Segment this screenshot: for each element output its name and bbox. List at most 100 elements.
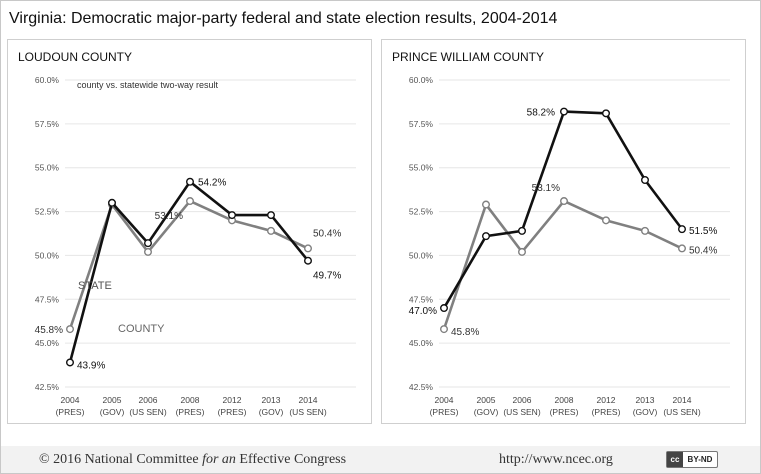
data-label: 43.9% xyxy=(77,360,105,371)
county-data-point xyxy=(641,175,650,184)
prince-william-county-chart: PRINCE WILLIAM COUNTY 42.5% 45.0% 47.5% 50.0… xyxy=(392,50,730,417)
copyright-italic: for an xyxy=(202,452,236,467)
x-tick-label: 2004 xyxy=(61,395,80,405)
x-tick-label: (PRES) xyxy=(592,407,621,417)
x-tick-label: 2006 xyxy=(139,395,158,405)
y-tick-label: 60.0% xyxy=(409,75,434,85)
y-tick-label: 55.0% xyxy=(35,163,60,173)
figure-title: Virginia: Democratic major-party federal… xyxy=(9,10,558,27)
county-series-label: COUNTY xyxy=(118,323,165,335)
x-tick-label: (US SEN) xyxy=(503,407,540,417)
county-data-point xyxy=(143,239,152,248)
data-label: 49.7% xyxy=(313,271,341,282)
state-data-point xyxy=(304,244,313,253)
x-tick-label: 2013 xyxy=(262,395,281,405)
data-label: 50.4% xyxy=(313,228,341,239)
state-data-point xyxy=(440,325,449,334)
county-data-point xyxy=(185,177,194,186)
x-tick-label: (US SEN) xyxy=(663,407,700,417)
y-tick-label: 60.0% xyxy=(35,75,60,85)
county-data-point xyxy=(227,211,236,220)
x-tick-label: (PRES) xyxy=(56,407,85,417)
y-tick-label: 52.5% xyxy=(35,207,60,217)
county-data-point xyxy=(440,304,449,313)
x-tick-label: (PRES) xyxy=(550,407,579,417)
x-tick-label: (GOV) xyxy=(474,407,499,417)
gridlines xyxy=(439,79,730,388)
chart-title: PRINCE WILLIAM COUNTY xyxy=(392,50,544,64)
x-tick-label: (US SEN) xyxy=(129,407,166,417)
x-tick-label: (PRES) xyxy=(218,407,247,417)
copyright-suffix: Effective Congress xyxy=(235,452,347,467)
data-label: 45.8% xyxy=(35,325,63,336)
x-tick-label: 2005 xyxy=(477,395,496,405)
x-tick-label: 2008 xyxy=(181,395,200,405)
y-tick-label: 47.5% xyxy=(409,294,434,304)
data-label: 45.8% xyxy=(451,327,479,338)
data-label: 51.5% xyxy=(689,226,717,237)
y-tick-label: 47.5% xyxy=(35,294,60,304)
data-label: 50.4% xyxy=(689,245,717,256)
state-data-point xyxy=(601,216,610,225)
county-data-point xyxy=(107,198,116,207)
state-series-line xyxy=(68,199,309,330)
state-data-point xyxy=(517,247,526,256)
county-series-line xyxy=(68,180,310,363)
x-tick-label: 2005 xyxy=(103,395,122,405)
x-tick-label: (PRES) xyxy=(176,407,205,417)
county-data-point xyxy=(517,226,526,235)
state-data-point xyxy=(481,200,490,209)
x-tick-label: 2008 xyxy=(555,395,574,405)
state-data-point xyxy=(267,226,276,235)
cc-icon: cc xyxy=(667,452,683,467)
loudoun-county-panel: LOUDOUN COUNTY 42.5% 45.0% 47.5% 50.0% 52.5% 5… xyxy=(7,39,372,424)
county-series-line xyxy=(442,110,684,309)
state-data-point xyxy=(641,226,650,235)
x-tick-label: (GOV) xyxy=(633,407,658,417)
county-data-point xyxy=(304,256,313,265)
x-tick-label: 2012 xyxy=(223,395,242,405)
y-tick-label: 57.5% xyxy=(35,119,60,129)
y-tick-label: 42.5% xyxy=(35,382,60,392)
data-label: 47.0% xyxy=(409,306,437,317)
x-tick-label: 2012 xyxy=(597,395,616,405)
county-data-point xyxy=(559,107,568,116)
county-data-point xyxy=(678,225,687,234)
loudoun-county-chart: LOUDOUN COUNTY 42.5% 45.0% 47.5% 50.0% 52.5% 5… xyxy=(18,50,356,417)
county-data-point xyxy=(267,211,276,220)
data-label: 54.2% xyxy=(198,178,226,189)
state-data-point xyxy=(185,197,194,206)
state-series-line xyxy=(442,199,683,330)
y-tick-label: 50.0% xyxy=(35,250,60,260)
x-tick-label: 2014 xyxy=(299,395,318,405)
x-tick-label: (GOV) xyxy=(259,407,284,417)
website-link[interactable]: http://www.ncec.org xyxy=(499,452,613,467)
x-tick-label: (PRES) xyxy=(430,407,459,417)
chart-title: LOUDOUN COUNTY xyxy=(18,50,132,64)
prince-william-county-panel: PRINCE WILLIAM COUNTY 42.5% 45.0% 47.5% 50.0… xyxy=(381,39,746,424)
state-data-point xyxy=(66,325,75,334)
y-tick-label: 55.0% xyxy=(409,163,434,173)
state-data-point xyxy=(559,197,568,206)
y-tick-label: 50.0% xyxy=(409,250,434,260)
state-data-point xyxy=(143,247,152,256)
y-tick-label: 52.5% xyxy=(409,207,434,217)
license-label: BY-ND xyxy=(687,455,713,464)
x-tick-label: 2006 xyxy=(513,395,532,405)
copyright-prefix: © 2016 National Committee xyxy=(39,452,203,467)
y-tick-label: 57.5% xyxy=(409,119,434,129)
x-tick-label: (GOV) xyxy=(100,407,125,417)
county-data-point xyxy=(66,358,75,367)
state-data-point xyxy=(678,244,687,253)
y-tick-label: 45.0% xyxy=(35,338,60,348)
county-data-point xyxy=(601,109,610,118)
county-data-point xyxy=(481,232,490,241)
chart-subtitle: county vs. statewide two-way result xyxy=(77,80,219,90)
x-tick-label: (US SEN) xyxy=(289,407,326,417)
x-tick-label: 2013 xyxy=(636,395,655,405)
cc-license-badge[interactable]: cc BY-ND xyxy=(666,451,718,468)
copyright-text: © 2016 National Committee for an Effecti… xyxy=(39,452,346,468)
y-tick-label: 45.0% xyxy=(409,338,434,348)
x-tick-label: 2004 xyxy=(435,395,454,405)
